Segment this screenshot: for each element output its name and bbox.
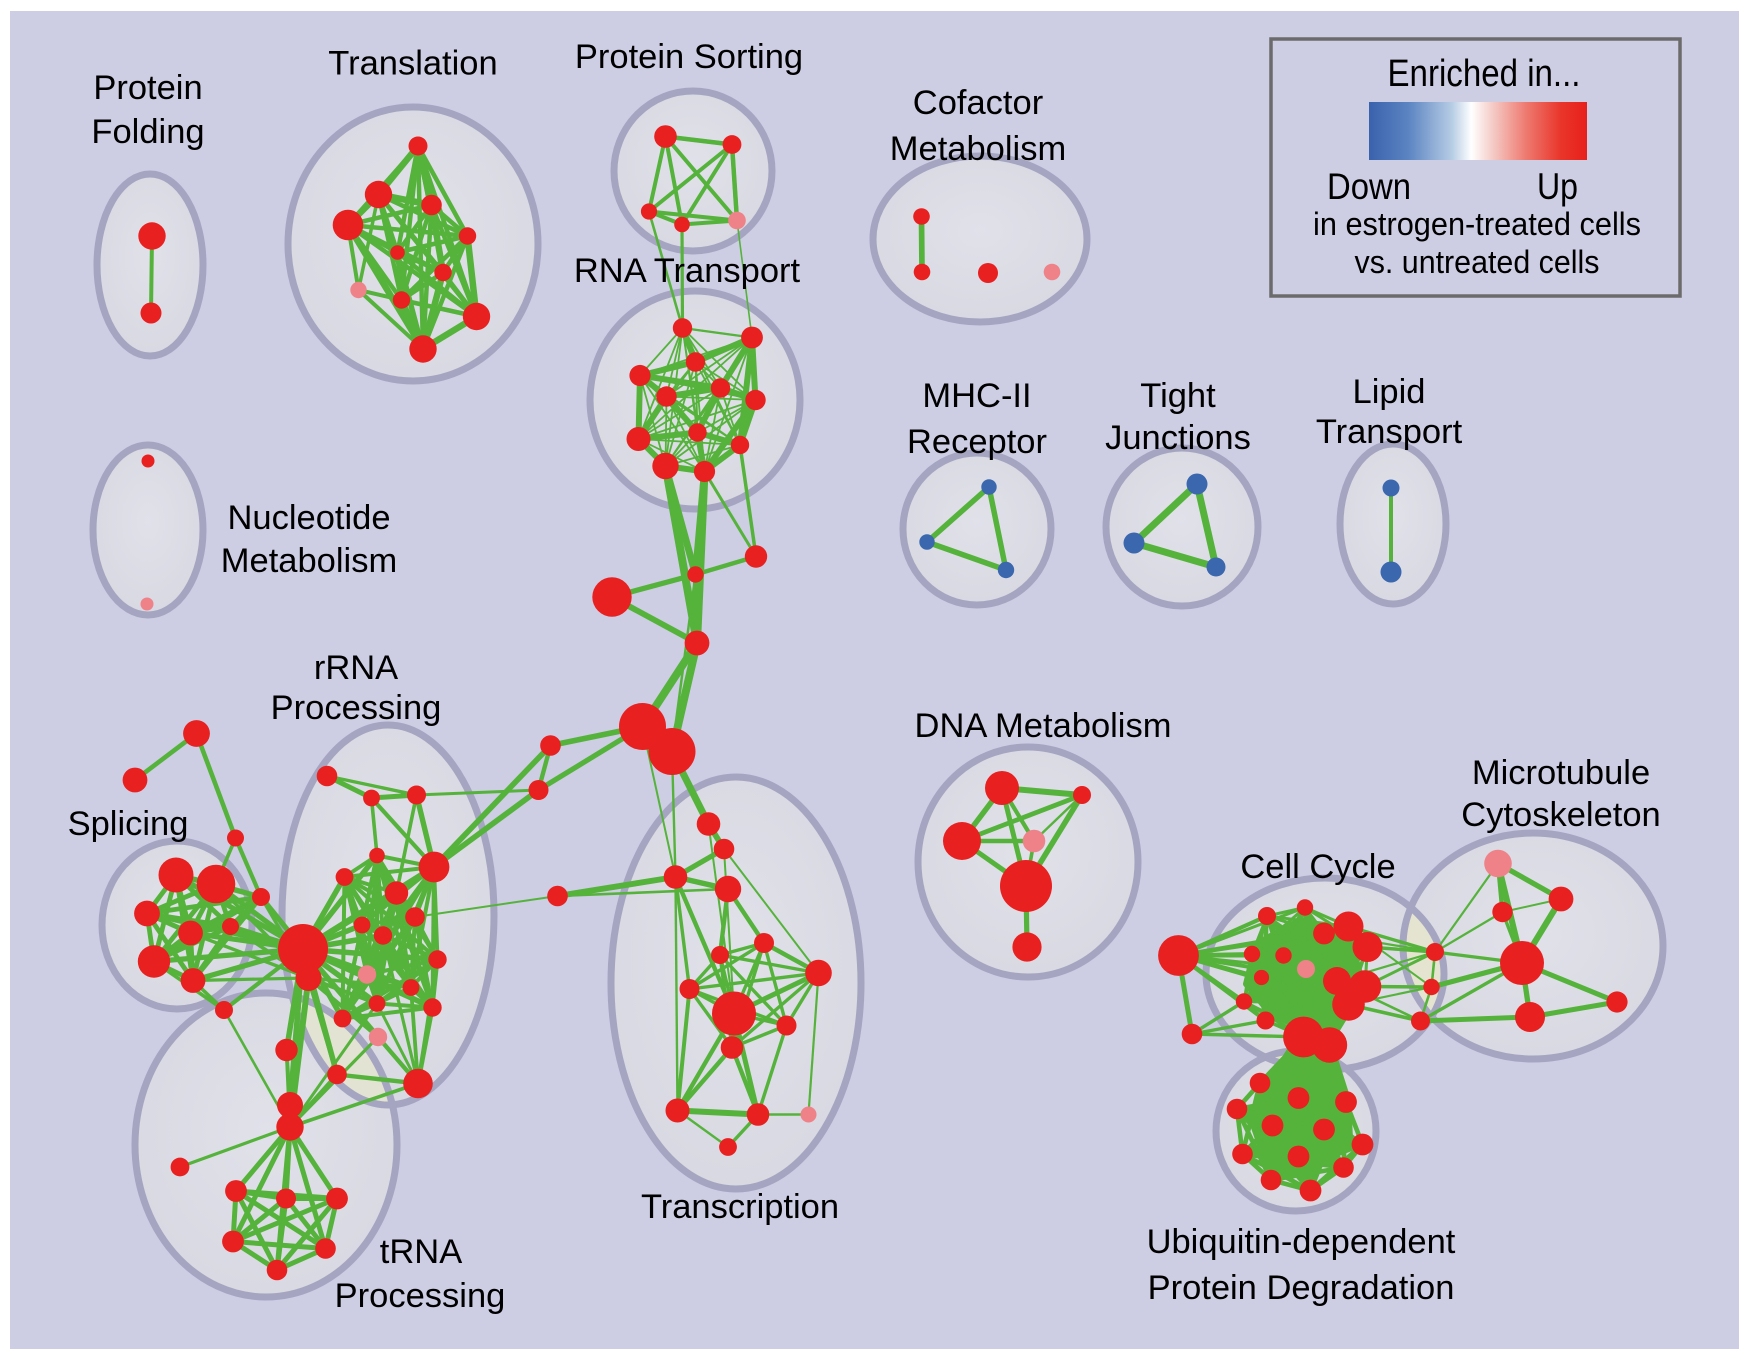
svg-text:Cofactor: Cofactor <box>913 84 1043 122</box>
svg-text:Protein Sorting: Protein Sorting <box>575 38 803 76</box>
svg-text:vs. untreated cells: vs. untreated cells <box>1355 244 1600 280</box>
svg-text:Junctions: Junctions <box>1105 419 1251 457</box>
svg-text:Processing: Processing <box>335 1277 506 1315</box>
svg-text:Splicing: Splicing <box>68 805 189 843</box>
svg-text:Metabolism: Metabolism <box>890 130 1066 168</box>
svg-text:Receptor: Receptor <box>907 423 1047 461</box>
svg-text:MHC-II: MHC-II <box>922 377 1031 415</box>
svg-text:Cell Cycle: Cell Cycle <box>1240 848 1395 886</box>
svg-text:Folding: Folding <box>91 113 204 151</box>
svg-text:Enriched in...: Enriched in... <box>1388 53 1581 95</box>
svg-text:tRNA: tRNA <box>380 1233 462 1271</box>
svg-text:rRNA: rRNA <box>314 649 398 687</box>
svg-text:RNA Transport: RNA Transport <box>574 252 801 290</box>
svg-text:Protein: Protein <box>93 69 202 107</box>
svg-text:Translation: Translation <box>328 45 497 83</box>
svg-text:Protein Degradation: Protein Degradation <box>1148 1269 1455 1307</box>
svg-text:Microtubule: Microtubule <box>1472 754 1650 792</box>
svg-text:Transcription: Transcription <box>641 1188 839 1226</box>
svg-text:Transport: Transport <box>1316 413 1463 451</box>
svg-text:in estrogen-treated cells: in estrogen-treated cells <box>1313 206 1641 242</box>
svg-text:Cytoskeleton: Cytoskeleton <box>1461 796 1660 834</box>
svg-text:Metabolism: Metabolism <box>221 542 397 580</box>
svg-text:Lipid: Lipid <box>1353 373 1426 411</box>
svg-text:Nucleotide: Nucleotide <box>227 499 390 537</box>
svg-text:Up: Up <box>1537 166 1578 207</box>
svg-text:Processing: Processing <box>271 689 442 727</box>
svg-text:Ubiquitin-dependent: Ubiquitin-dependent <box>1147 1223 1456 1261</box>
svg-text:Down: Down <box>1327 166 1411 207</box>
svg-text:DNA Metabolism: DNA Metabolism <box>915 707 1172 745</box>
svg-text:Tight: Tight <box>1140 377 1216 415</box>
